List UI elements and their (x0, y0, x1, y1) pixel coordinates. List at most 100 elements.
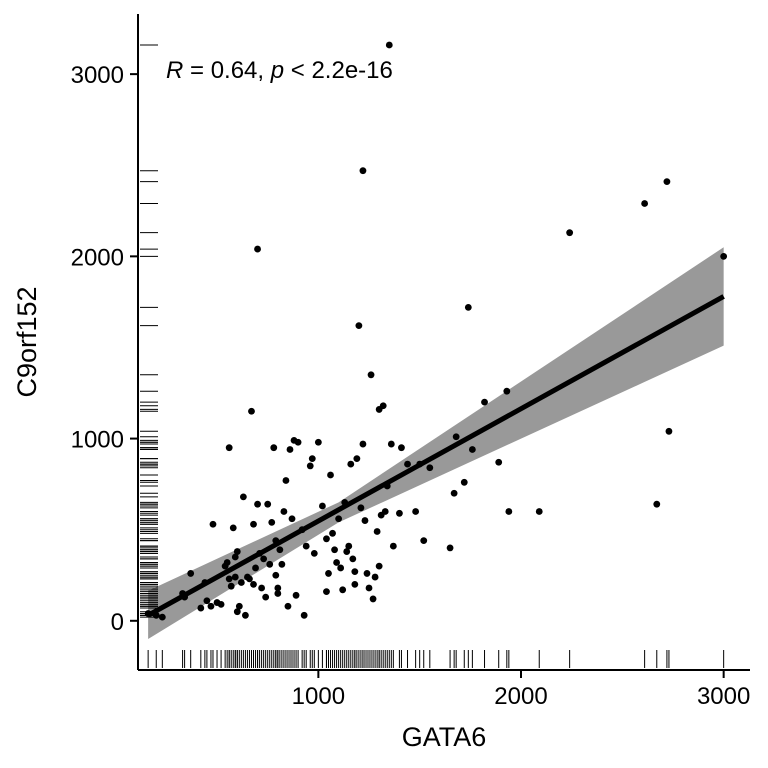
confidence-band (148, 247, 724, 640)
data-point (398, 444, 405, 452)
data-point (246, 575, 253, 583)
x-axis-title: GATA6 (402, 722, 487, 752)
data-point (383, 482, 391, 490)
data-point (252, 564, 259, 572)
data-point (327, 471, 334, 479)
data-point (276, 546, 284, 554)
x-tick-label: 3000 (697, 683, 750, 710)
data-point (278, 560, 286, 568)
data-point (237, 579, 245, 586)
data-point (347, 460, 355, 468)
data-point (412, 508, 420, 515)
x-tick-label: 1000 (292, 683, 345, 710)
data-point (158, 613, 166, 621)
data-point (217, 601, 225, 608)
data-point (229, 524, 237, 532)
data-point (239, 493, 247, 501)
data-point (181, 593, 189, 601)
data-point (274, 590, 282, 597)
data-point (209, 520, 217, 528)
data-point (452, 433, 460, 441)
y-tick-label: 3000 (71, 62, 124, 89)
data-point (227, 582, 235, 590)
data-point (339, 586, 347, 594)
data-point (274, 584, 282, 592)
data-point (416, 460, 424, 468)
data-point (363, 570, 371, 577)
data-point (266, 560, 274, 568)
r-value-text: = 0.64, (183, 57, 270, 84)
rug-marks-layer (140, 44, 725, 668)
data-point (333, 559, 340, 566)
data-point (306, 462, 314, 470)
data-point (355, 322, 363, 329)
data-point (353, 455, 361, 463)
data-point (341, 498, 349, 506)
data-point (345, 542, 353, 550)
data-point (250, 580, 257, 588)
data-point (314, 438, 322, 446)
data-point (359, 167, 367, 175)
data-point (207, 602, 215, 610)
data-point (256, 549, 263, 557)
data-point (272, 571, 280, 579)
data-point (379, 402, 387, 410)
data-point (331, 546, 338, 554)
data-point (201, 579, 209, 586)
p-symbol: p (270, 57, 284, 84)
data-point (323, 535, 330, 543)
data-point (294, 438, 302, 446)
data-point (381, 508, 389, 515)
regression-line-layer (146, 294, 725, 618)
data-point (268, 519, 276, 526)
data-point (298, 526, 306, 534)
data-point (653, 500, 661, 508)
x-tick-label: 2000 (494, 683, 547, 710)
data-point (258, 584, 266, 592)
data-point (254, 245, 261, 253)
data-point (450, 489, 458, 497)
data-point (254, 500, 261, 508)
data-point (288, 515, 296, 523)
data-point (235, 602, 243, 610)
data-point (272, 537, 280, 545)
data-point (329, 529, 336, 537)
y-axis-title: C9orf152 (12, 286, 42, 397)
data-point (300, 611, 308, 619)
data-point (357, 504, 365, 512)
data-point (359, 440, 367, 448)
data-point (369, 595, 377, 603)
data-point (351, 580, 359, 588)
data-point (641, 200, 649, 207)
data-point (385, 41, 393, 49)
data-point (325, 570, 332, 577)
data-point (404, 460, 411, 468)
data-point (663, 178, 671, 186)
data-point (292, 591, 300, 599)
data-point (280, 508, 288, 515)
data-point (665, 427, 673, 435)
y-tick-label: 0 (111, 609, 124, 636)
data-point (233, 548, 241, 555)
data-point (233, 608, 241, 616)
r-symbol: R (166, 57, 183, 84)
data-point (323, 588, 330, 596)
data-point (242, 611, 249, 619)
data-point (349, 555, 357, 563)
data-point (225, 444, 233, 452)
data-point (231, 573, 239, 581)
data-point (264, 500, 272, 508)
data-point (505, 508, 513, 515)
data-point (365, 584, 373, 592)
axes-layer: 1000 2000 3000 0 1000 2000 3000 (71, 14, 750, 710)
data-point (337, 564, 345, 572)
data-point (420, 537, 428, 545)
y-tick-label: 1000 (71, 427, 124, 454)
data-point (720, 252, 728, 260)
data-point (260, 555, 268, 563)
data-point (203, 597, 211, 605)
data-point (308, 455, 316, 463)
data-point (446, 544, 454, 552)
data-point (302, 542, 310, 550)
correlation-annotation: R = 0.64, p < 2.2e-16 (166, 57, 393, 84)
